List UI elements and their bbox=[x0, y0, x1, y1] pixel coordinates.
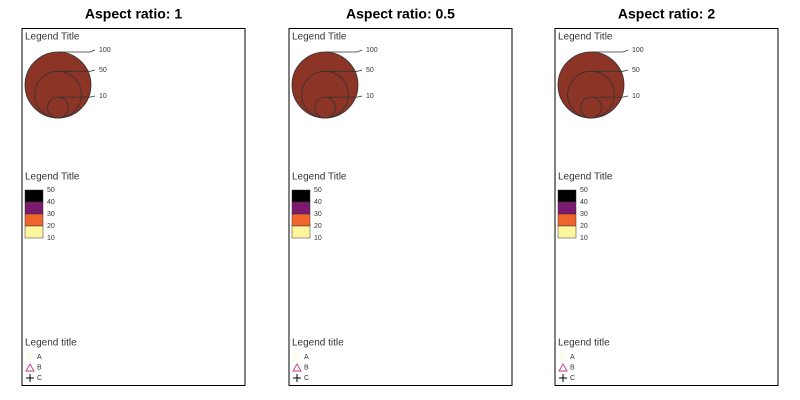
shape-label: A bbox=[37, 354, 42, 361]
shape-label: A bbox=[570, 354, 575, 361]
legend-title: Legend Title bbox=[25, 32, 80, 43]
shape-label: B bbox=[570, 364, 575, 371]
color-box bbox=[557, 225, 577, 239]
color-label: 40 bbox=[580, 199, 588, 206]
shape-label: B bbox=[37, 364, 42, 371]
leader-line bbox=[58, 49, 96, 53]
color-label: 40 bbox=[314, 199, 322, 206]
size-label: 100 bbox=[99, 47, 111, 54]
shape-symbol bbox=[27, 354, 33, 360]
shape-label: C bbox=[570, 375, 575, 382]
color-box bbox=[24, 213, 44, 227]
shape-symbol bbox=[25, 363, 35, 372]
legend-title: Legend Title bbox=[292, 32, 347, 43]
size-label: 100 bbox=[366, 47, 378, 54]
legend-title: Legend Title bbox=[558, 172, 613, 183]
shape-symbol bbox=[560, 354, 566, 360]
size-label: 10 bbox=[366, 93, 374, 100]
color-box bbox=[291, 213, 311, 227]
size-label: 50 bbox=[366, 67, 374, 74]
shape-label: C bbox=[304, 375, 309, 382]
color-label: 50 bbox=[580, 187, 588, 194]
shape-label: A bbox=[304, 354, 309, 361]
leader-line bbox=[325, 69, 363, 72]
size-label: 50 bbox=[99, 67, 107, 74]
leader-line bbox=[591, 49, 629, 53]
size-bubble bbox=[314, 96, 336, 119]
color-label: 10 bbox=[314, 235, 322, 242]
color-label: 30 bbox=[580, 211, 588, 218]
color-box bbox=[557, 189, 577, 203]
leader-line bbox=[58, 95, 96, 98]
shape-symbol bbox=[558, 363, 568, 372]
panel-frame bbox=[288, 28, 513, 386]
color-box bbox=[24, 225, 44, 239]
color-box bbox=[557, 213, 577, 227]
size-bubble bbox=[580, 96, 602, 119]
legend-title: Legend Title bbox=[292, 172, 347, 183]
leader-line bbox=[325, 95, 363, 98]
legend-title: Legend Title bbox=[558, 32, 613, 43]
size-label: 50 bbox=[632, 67, 640, 74]
color-label: 40 bbox=[47, 199, 55, 206]
leader-line bbox=[591, 69, 629, 72]
color-label: 20 bbox=[580, 223, 588, 230]
panel-title: Aspect ratio: 1 bbox=[85, 6, 182, 22]
color-label: 50 bbox=[314, 187, 322, 194]
color-box bbox=[291, 225, 311, 239]
panel-title: Aspect ratio: 2 bbox=[618, 6, 715, 22]
panel-title: Aspect ratio: 0.5 bbox=[346, 6, 455, 22]
shape-label: C bbox=[37, 375, 42, 382]
color-label: 20 bbox=[314, 223, 322, 230]
color-label: 30 bbox=[314, 211, 322, 218]
size-label: 10 bbox=[632, 93, 640, 100]
size-label: 100 bbox=[632, 47, 644, 54]
leader-line bbox=[591, 95, 629, 98]
color-box bbox=[24, 201, 44, 215]
color-box bbox=[291, 189, 311, 203]
size-label: 10 bbox=[99, 93, 107, 100]
color-box bbox=[24, 189, 44, 203]
size-bubble bbox=[47, 96, 69, 119]
leader-line bbox=[325, 49, 363, 53]
color-label: 10 bbox=[47, 235, 55, 242]
legend-title: Legend title bbox=[292, 338, 344, 349]
shape-label: B bbox=[304, 364, 309, 371]
legend-title: Legend Title bbox=[25, 172, 80, 183]
color-box bbox=[291, 201, 311, 215]
shape-symbol bbox=[292, 363, 302, 372]
shape-symbol bbox=[294, 354, 300, 360]
color-box bbox=[557, 201, 577, 215]
legend-title: Legend title bbox=[558, 338, 610, 349]
color-label: 20 bbox=[47, 223, 55, 230]
panel-frame bbox=[21, 28, 246, 386]
color-label: 10 bbox=[580, 235, 588, 242]
color-label: 50 bbox=[47, 187, 55, 194]
color-label: 30 bbox=[47, 211, 55, 218]
panel-frame bbox=[554, 28, 779, 386]
legend-title: Legend title bbox=[25, 338, 77, 349]
leader-line bbox=[58, 69, 96, 72]
